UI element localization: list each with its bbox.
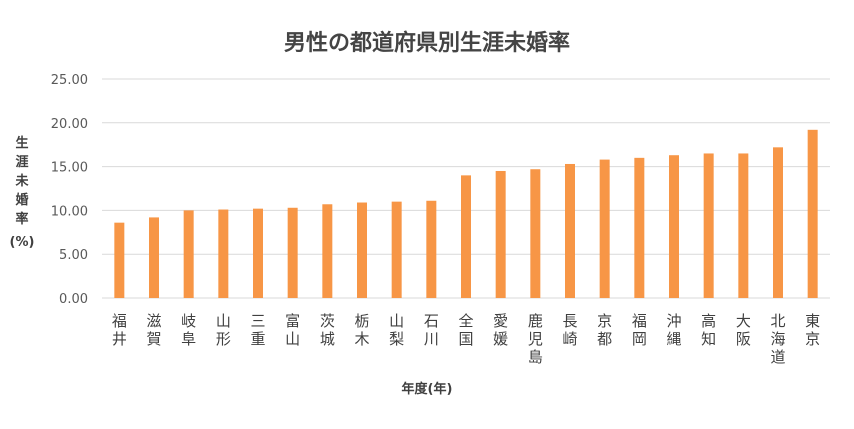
y-axis-unit: (%) bbox=[10, 235, 35, 250]
x-axis-title: 年度(年) bbox=[402, 381, 453, 397]
bar-16 bbox=[669, 155, 679, 298]
bars bbox=[114, 129, 818, 298]
x-tick-label: 滋賀 bbox=[146, 312, 161, 348]
y-axis-title: 生涯未婚率 bbox=[14, 135, 29, 227]
bar-5 bbox=[287, 207, 298, 298]
bar-14 bbox=[599, 159, 610, 298]
x-tick-label: 岐阜 bbox=[181, 312, 196, 348]
y-tick-label: 5.00 bbox=[59, 248, 88, 263]
x-tick-label: 茨城 bbox=[320, 312, 335, 348]
x-tick-label: 全国 bbox=[458, 312, 473, 348]
y-tick-label: 15.00 bbox=[51, 161, 88, 176]
bar-13 bbox=[565, 163, 575, 298]
bar-10 bbox=[461, 175, 471, 298]
bar-15 bbox=[634, 157, 645, 298]
x-tick-label: 沖縄 bbox=[666, 312, 681, 348]
bar-1 bbox=[149, 217, 159, 298]
bar-20 bbox=[807, 129, 818, 298]
bar-8 bbox=[391, 201, 402, 298]
x-tick-label: 愛媛 bbox=[493, 312, 508, 348]
bar-3 bbox=[218, 209, 229, 298]
y-tick-label: 0.00 bbox=[59, 292, 88, 307]
bar-12 bbox=[530, 169, 541, 298]
x-tick-label: 石川 bbox=[424, 312, 439, 348]
chart-title: 男性の都道府県別生涯未婚率 bbox=[284, 30, 570, 56]
x-tick-label: 福岡 bbox=[632, 312, 647, 348]
x-tick-label: 東京 bbox=[805, 312, 820, 348]
y-tick-label: 25.00 bbox=[51, 73, 88, 88]
bar-4 bbox=[253, 208, 263, 298]
y-axis-title: 生涯未婚率 bbox=[14, 135, 29, 227]
x-tick-label: 山梨 bbox=[389, 312, 404, 348]
x-tick-label: 鹿児島 bbox=[528, 312, 543, 366]
x-tick-label: 栃木 bbox=[354, 312, 369, 348]
x-tick-label: 高知 bbox=[701, 312, 716, 348]
bar-18 bbox=[738, 153, 749, 298]
y-axis-ticks: 0.00 5.00 10.00 15.00 20.00 25.00 bbox=[51, 73, 88, 307]
x-tick-label: 大阪 bbox=[736, 312, 751, 348]
bar-2 bbox=[183, 210, 194, 298]
bar-11 bbox=[495, 170, 506, 298]
y-tick-label: 20.00 bbox=[51, 117, 88, 132]
x-tick-label: 富山 bbox=[285, 312, 300, 348]
y-tick-label: 10.00 bbox=[51, 204, 88, 219]
bar-9 bbox=[426, 200, 437, 298]
x-tick-label: 京都 bbox=[597, 312, 612, 348]
bar-7 bbox=[357, 202, 367, 298]
x-tick-label: 三重 bbox=[250, 312, 265, 348]
bar-6 bbox=[322, 204, 333, 298]
bar-19 bbox=[773, 147, 783, 298]
x-tick-label: 北海道 bbox=[770, 312, 785, 366]
x-tick-label: 福井 bbox=[112, 312, 127, 348]
bar-0 bbox=[114, 222, 125, 298]
x-tick-label: 長崎 bbox=[562, 312, 577, 348]
bar-17 bbox=[703, 153, 714, 298]
x-tick-label: 山形 bbox=[216, 312, 231, 348]
